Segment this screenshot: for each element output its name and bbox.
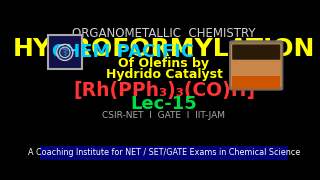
Text: Hydrido Catalyst: Hydrido Catalyst: [106, 68, 222, 82]
Text: ORGANOMETALLIC  CHEMISTRY: ORGANOMETALLIC CHEMISTRY: [72, 27, 256, 40]
Text: A Coaching Institute for NET / SET/GATE Exams in Chemical Science: A Coaching Institute for NET / SET/GATE …: [28, 148, 300, 158]
Text: ⚕: ⚕: [61, 46, 68, 59]
Text: [Rh(PPh₃)₃(CO)H]: [Rh(PPh₃)₃(CO)H]: [73, 81, 255, 100]
Text: CSIR-NET  I  GATE  I  IIT-JAM: CSIR-NET I GATE I IIT-JAM: [102, 111, 226, 120]
Bar: [232, 76, 280, 89]
Bar: [48, 35, 82, 69]
Text: CHEM PACIFIC: CHEM PACIFIC: [52, 43, 194, 61]
FancyBboxPatch shape: [231, 44, 282, 87]
Text: HYDROFORMYLATION: HYDROFORMYLATION: [13, 37, 315, 61]
Text: Lec-15: Lec-15: [131, 95, 197, 113]
Text: Of Olefins by: Of Olefins by: [118, 57, 210, 70]
FancyBboxPatch shape: [232, 44, 280, 60]
FancyBboxPatch shape: [230, 41, 283, 90]
Bar: [40, 146, 288, 160]
Ellipse shape: [58, 46, 72, 59]
